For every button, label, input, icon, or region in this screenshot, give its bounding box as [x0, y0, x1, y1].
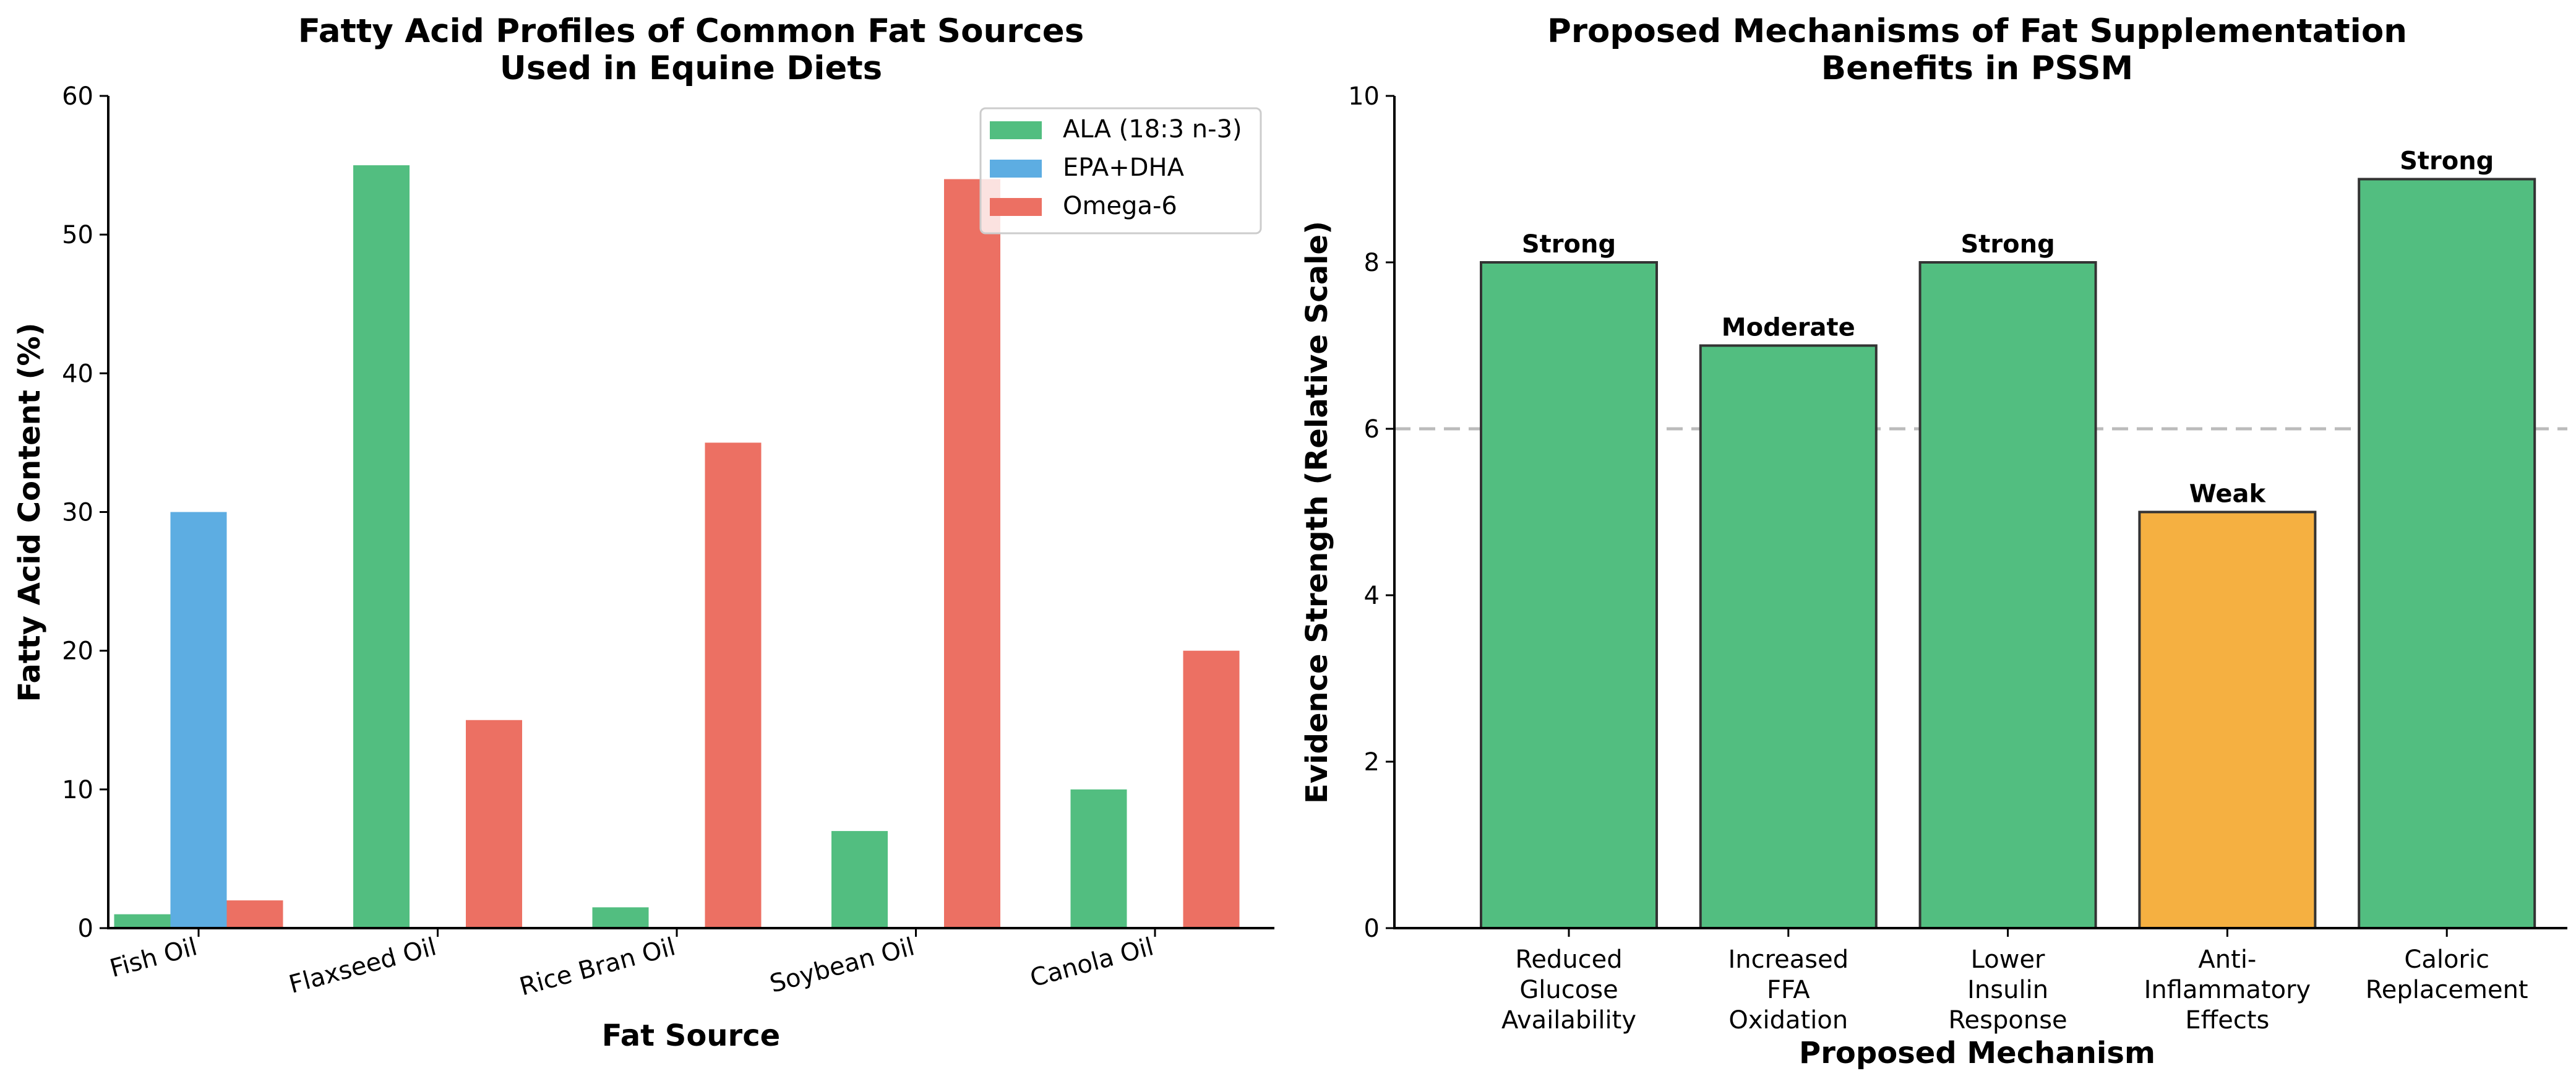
bar-mechanism-5 [2358, 178, 2536, 929]
y-tick-label: 4 [1364, 582, 1380, 610]
right-y-ticks: 0 2 4 6 8 10 [1348, 82, 1394, 943]
bar-value-label: Moderate [1722, 314, 1855, 342]
x-tick-label: Oxidation [1728, 1006, 1848, 1035]
bar-value-label: Strong [1960, 230, 2054, 259]
mechanisms-chart: Proposed Mechanisms of Fat Supplementati… [1300, 12, 2567, 1070]
bar-value-label: Strong [2400, 147, 2494, 176]
bar-mechanism-4 [2138, 510, 2317, 929]
x-tick-label: Fish Oil [107, 932, 200, 983]
bar-mechanism-2 [1699, 344, 1878, 929]
x-tick-label: Response [1949, 1006, 2067, 1035]
x-tick-label: Replacement [2366, 976, 2528, 1004]
bar-mechanism-3 [1918, 261, 2097, 929]
left-chart-title-line-2: Used in Equine Diets [500, 50, 882, 87]
bar-ala-18-3-n-3--canola-oil [1070, 789, 1127, 928]
x-tick-label: Increased [1728, 945, 1848, 974]
x-tick-label: Glucose [1519, 976, 1618, 1004]
legend-label: EPA+DHA [1063, 153, 1185, 182]
legend-label: ALA (18:3 n-3) [1063, 115, 1242, 144]
x-tick-label: FFA [1767, 976, 1810, 1004]
x-tick-label: Reduced [1515, 945, 1622, 974]
x-tick-label: Lower [1971, 945, 2045, 974]
legend-frame [979, 107, 1262, 235]
bar-omega-6-canola-oil [1183, 650, 1240, 928]
legend-swatch [990, 121, 1042, 139]
right-y-axis-label: Evidence Strength (Relative Scale) [1300, 221, 1334, 804]
right-chart-title-line-1: Proposed Mechanisms of Fat Supplementati… [1547, 12, 2407, 50]
left-chart-title-line-1: Fatty Acid Profiles of Common Fat Source… [298, 12, 1084, 50]
y-tick-label: 40 [62, 359, 93, 388]
x-tick-label: Canola Oil [1027, 932, 1156, 992]
bar-epa-dha-fish-oil [170, 512, 227, 928]
y-tick-label: 2 [1364, 748, 1380, 777]
fatty-acid-chart: Fatty Acid Profiles of Common Fat Source… [12, 12, 1274, 1053]
bar-ala-18-3-n-3--rice-bran-oil [592, 907, 649, 928]
bar-ala-18-3-n-3--flaxseed-oil [353, 165, 410, 928]
bar-ala-18-3-n-3--fish-oil [114, 914, 171, 928]
x-tick-label: Insulin [1967, 976, 2048, 1004]
legend: ALA (18:3 n-3) EPA+DHA Omega-6 [979, 107, 1262, 235]
x-tick-label: Anti- [2198, 945, 2256, 974]
x-tick-label: Flaxseed Oil [286, 932, 439, 999]
bar-value-label: Strong [1522, 230, 1616, 259]
bar-value-label: Weak [2189, 480, 2267, 509]
left-x-ticks: Fish Oil Flaxseed Oil Rice Bran Oil Soybean… [107, 928, 1157, 1002]
y-tick-label: 8 [1364, 249, 1380, 277]
left-bars [114, 165, 1240, 928]
right-bars: Strong Moderate Strong Weak Strong [1480, 147, 2536, 929]
left-y-axis-label: Fatty Acid Content (%) [12, 322, 47, 702]
bar-ala-18-3-n-3--soybean-oil [831, 831, 888, 928]
legend-swatch [990, 198, 1042, 216]
y-tick-label: 60 [62, 82, 93, 111]
y-tick-label: 10 [1348, 82, 1380, 111]
left-y-ticks: 0 10 20 30 40 50 60 [62, 82, 108, 943]
x-tick-label: Availability [1501, 1006, 1636, 1035]
x-tick-label: Effects [2185, 1006, 2269, 1035]
y-tick-label: 20 [62, 637, 93, 666]
legend-swatch [990, 160, 1042, 178]
y-tick-label: 10 [62, 776, 93, 804]
y-tick-label: 30 [62, 499, 93, 527]
y-tick-label: 0 [1364, 915, 1380, 943]
bar-mechanism-1 [1480, 261, 1658, 929]
bar-omega-6-fish-oil [226, 900, 283, 928]
right-x-axis-label: Proposed Mechanism [1799, 1036, 2155, 1070]
y-tick-label: 0 [78, 915, 93, 943]
left-x-axis-label: Fat Source [602, 1018, 780, 1053]
x-tick-label: Rice Bran Oil [517, 932, 679, 1001]
x-tick-label: Inflammatory [2144, 976, 2311, 1004]
bar-omega-6-soybean-oil [944, 179, 1000, 928]
right-chart-title-line-2: Benefits in PSSM [1821, 50, 2134, 87]
y-tick-label: 6 [1364, 415, 1380, 444]
y-tick-label: 50 [62, 221, 93, 249]
legend-label: Omega-6 [1063, 192, 1177, 220]
x-tick-label: Caloric [2404, 945, 2489, 974]
x-tick-label: Soybean Oil [767, 932, 918, 999]
bar-omega-6-rice-bran-oil [705, 442, 762, 928]
bar-omega-6-flaxseed-oil [466, 720, 522, 928]
